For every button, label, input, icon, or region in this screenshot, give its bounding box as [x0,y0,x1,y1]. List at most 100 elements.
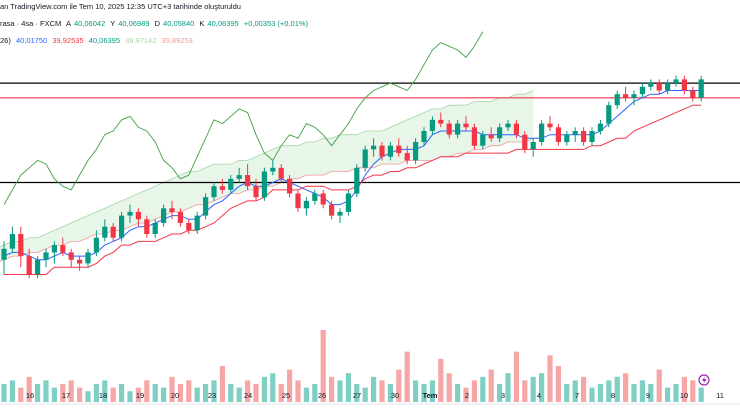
volume-bar [387,384,393,402]
candle-body [102,226,108,238]
volume-bar [429,380,435,402]
volume-bar [110,387,116,402]
symbol-label[interactable]: rasa · 4sa · FXCM [0,19,62,28]
candle [673,75,679,87]
open-label: A [65,19,71,28]
volume-bar [295,380,301,402]
ichimoku-params[interactable]: 26) [0,36,11,45]
high-label: Y [110,19,116,28]
lightning-icon[interactable] [698,374,710,386]
candle [26,248,32,279]
candle-body [606,105,612,124]
volume-bar [572,380,578,402]
volume-bar [278,384,284,402]
candle-body [471,127,477,146]
candle-body [379,145,385,157]
candle-body [152,223,158,234]
candle [228,175,234,194]
candle-body [421,131,427,142]
candle-body [1,248,7,260]
volume-bar [564,384,570,402]
volume-bar [329,376,335,402]
candle [404,145,410,165]
candle [320,189,326,209]
candle-body [404,153,410,161]
ichimoku-legend: 26) 40,01750 39,92535 40,06395 39,97142 … [0,36,196,45]
candle [345,189,351,216]
volume-bar [211,380,217,402]
volume-bar [303,387,309,402]
volume-bar [413,380,419,402]
candle-body [354,167,360,194]
candle [446,119,452,139]
candle [547,116,553,131]
candle [152,219,158,238]
candle-body [186,223,192,231]
candle-body [9,234,15,249]
candle [488,127,494,142]
candle [236,167,242,183]
volume-bar [614,376,620,402]
low-value: 40,05840 [163,19,195,28]
candle [421,127,427,146]
candle-body [698,79,704,98]
close-label: K [199,19,205,28]
chart-watermark-text: an TradingView.com ile Tem 10, 2025 12:3… [0,2,244,11]
candle-body [455,123,461,135]
volume-bar [665,387,671,402]
x-tick-label: 24 [244,391,252,400]
x-tick-label: 3 [501,391,505,400]
x-tick-label: 20 [171,391,179,400]
x-tick-label: 2 [465,391,469,400]
candle [623,86,629,102]
candle-body [169,208,175,212]
volume-bar [606,380,612,402]
candle-body [219,186,225,190]
candle [329,200,335,220]
volume-bar [513,351,519,402]
candle-body [228,178,234,190]
candle [253,178,259,201]
volume-bar [581,376,587,402]
candle [18,226,24,268]
volume-bar [656,369,662,402]
candle-body [127,211,133,216]
volume-bar [639,380,645,402]
candle [161,204,167,227]
candle [387,142,393,161]
volume-bar [270,373,276,402]
volume-bar [186,380,192,402]
volume-bar [1,384,7,402]
kijun-line [4,104,702,275]
volume-bar [455,384,461,402]
candle-body [648,83,654,87]
candle-body [665,83,671,91]
volume-bar [623,373,629,402]
candle [656,79,662,95]
candle-body [43,252,49,260]
volume-bar [371,376,377,402]
volume-bar [135,387,141,402]
volume-bars [1,330,704,402]
candle [337,208,343,223]
candle [287,175,293,198]
span-b-value: 39,89253 [161,36,193,45]
candle [194,211,200,234]
candle [648,79,654,91]
volume-bar [228,384,234,402]
volume-bar [480,376,486,402]
candle [203,193,209,220]
candle-body [555,127,561,142]
candle-body [597,123,603,131]
volume-bar [396,369,402,402]
candle [362,145,368,172]
time-axis-ticks: 16 17 18 19 20 23 24 25 26 27 30 Tem 2 3 4 7 8 9 10 11 [26,391,724,400]
candle [698,75,704,102]
candle [219,178,225,194]
candle [589,127,595,146]
candle-body [245,175,251,187]
candle [177,208,183,227]
candle [530,138,536,157]
volume-bar [673,384,679,402]
